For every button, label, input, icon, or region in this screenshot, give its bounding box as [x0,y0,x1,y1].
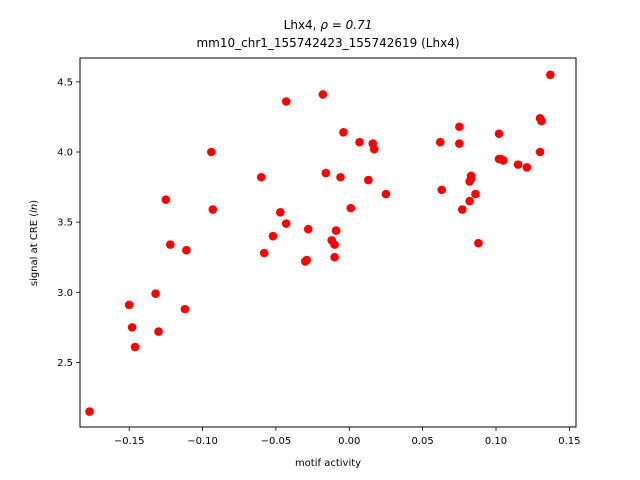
data-point [330,252,339,262]
data-point [437,185,447,195]
data-point [276,208,285,217]
data-point [471,189,480,199]
y-axis-label-prefix: signal at CRE ( [29,213,40,286]
data-point [259,248,269,258]
data-point [321,168,331,178]
data-point [499,156,508,165]
data-point [207,147,216,157]
y-tick-label: 2.5 [57,358,73,369]
data-point [331,226,341,235]
chart-title-line2: mm10_chr1_155742423_155742619 (Lhx4) [196,36,459,50]
data-point [208,205,218,214]
data-point [127,323,137,332]
y-tick-label: 4.5 [57,77,73,88]
data-point [336,172,345,182]
data-point [364,175,373,185]
x-tick-label: −0.15 [114,436,145,447]
data-point [522,163,532,172]
data-points [85,70,555,416]
x-tick-label: 0.10 [485,436,507,447]
data-point [151,289,160,299]
y-tick-label: 3.0 [57,288,73,299]
data-point [537,116,546,126]
x-tick-label: −0.10 [187,436,218,447]
data-point [256,172,266,182]
data-point [339,128,348,137]
y-tick-label: 3.5 [57,218,73,229]
data-point [494,129,504,139]
data-point [474,238,483,248]
data-point [513,160,523,169]
x-tick-label: 0.05 [412,436,434,447]
data-point [281,219,291,228]
data-point [369,144,379,154]
y-tick-label: 4.0 [57,148,73,159]
data-point [435,137,445,147]
data-point [161,195,171,205]
x-tick-label: −0.05 [261,436,292,447]
data-point [465,196,474,206]
data-point [318,90,328,99]
data-point [330,240,339,249]
x-axis-label: motif activity [295,458,361,469]
data-point [165,240,175,249]
data-point [130,342,140,352]
data-point [535,147,545,157]
y-axis-label: signal at CRE (ln) [29,200,40,286]
y-axis-label-italic: ln [29,204,40,213]
data-point [546,70,555,80]
x-tick-label: 0.15 [558,436,580,447]
data-point [381,189,391,199]
data-point [124,300,134,310]
data-point [346,203,356,213]
data-point [281,97,291,106]
data-point [180,304,190,314]
data-point [154,327,163,336]
x-axis-ticks: −0.15 −0.10 −0.05 0.00 0.05 0.10 0.15 [114,427,581,447]
data-point [457,205,467,214]
data-point [303,224,313,234]
chart-title-rho: ρ = 0.71 [320,18,372,32]
data-point [85,407,94,416]
y-axis-ticks: 2.5 3.0 3.5 4.0 4.5 [57,77,80,369]
data-point [355,137,364,147]
chart-title-gene: Lhx4, [284,18,321,32]
plot-frame [79,57,577,428]
data-point [302,255,312,265]
data-point [455,122,464,132]
data-point [466,174,476,183]
y-axis-label-suffix: ) [29,200,40,204]
data-point [268,231,278,241]
data-point [455,139,464,148]
chart-title-line1: Lhx4, ρ = 0.71 [284,18,373,32]
data-point [182,245,191,255]
x-tick-label: 0.00 [338,436,360,447]
